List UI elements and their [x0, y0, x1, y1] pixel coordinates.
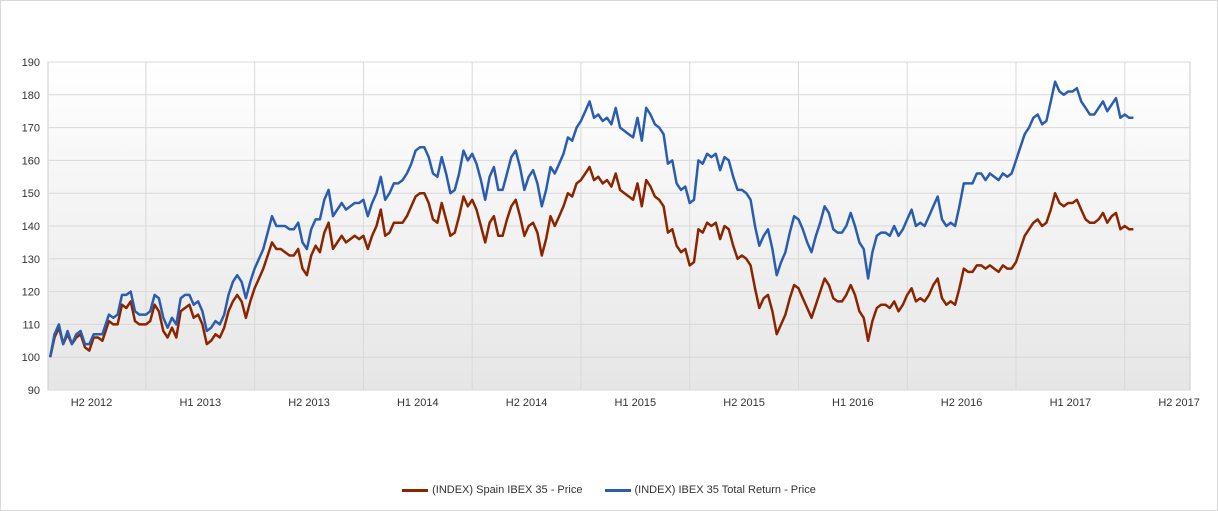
y-tick-label: 160	[22, 155, 40, 167]
x-tick-label: H2 2013	[288, 397, 330, 409]
x-tick-label: H2 2016	[941, 397, 983, 409]
y-tick-label: 170	[22, 123, 40, 135]
legend-swatch-ibex35-total-return	[604, 488, 631, 492]
y-axis: 90 100 110 120 130 140 150 160 170 180 190	[22, 57, 40, 397]
x-tick-label: H1 2017	[1050, 397, 1092, 409]
line-chart: 90 100 110 120 130 140 150 160 170 180 190 H2 2012…	[22, 57, 1200, 409]
legend-item-ibex35[interactable]: (INDEX) Spain IBEX 35 - Price	[402, 484, 583, 496]
y-tick-label: 150	[22, 188, 40, 200]
x-axis: H2 2012 H1 2013 H2 2013 H1 2014 H2 2014 H1 20…	[71, 397, 1200, 409]
y-tick-label: 120	[22, 287, 40, 299]
legend-item-ibex35-total-return[interactable]: (INDEX) IBEX 35 Total Return - Price	[604, 484, 816, 496]
x-tick-label: H1 2014	[397, 397, 439, 409]
legend: (INDEX) Spain IBEX 35 - Price (INDEX) IB…	[0, 484, 1218, 496]
y-tick-label: 100	[22, 352, 40, 364]
x-tick-label: H2 2017	[1158, 397, 1200, 409]
x-tick-label: H1 2013	[179, 397, 221, 409]
legend-label-ibex35: (INDEX) Spain IBEX 35 - Price	[432, 484, 583, 496]
x-tick-label: H1 2015	[615, 397, 657, 409]
x-tick-label: H2 2014	[506, 397, 548, 409]
legend-swatch-ibex35	[402, 488, 429, 492]
x-tick-label: H1 2016	[832, 397, 874, 409]
series-line-ibex35[interactable]	[48, 165, 1134, 358]
y-tick-label: 130	[22, 254, 40, 266]
y-tick-label: 90	[28, 385, 40, 397]
series-line-ibex35-total-return[interactable]	[48, 80, 1134, 358]
x-tick-label: H2 2012	[71, 397, 113, 409]
legend-label-ibex35-total-return: (INDEX) IBEX 35 Total Return - Price	[634, 484, 816, 496]
y-tick-label: 110	[22, 319, 40, 331]
grid	[48, 61, 1190, 391]
x-tick-label: H2 2015	[723, 397, 765, 409]
series-layer	[48, 80, 1134, 358]
y-tick-label: 190	[22, 57, 40, 69]
y-tick-label: 180	[22, 90, 40, 102]
y-tick-label: 140	[22, 221, 40, 233]
